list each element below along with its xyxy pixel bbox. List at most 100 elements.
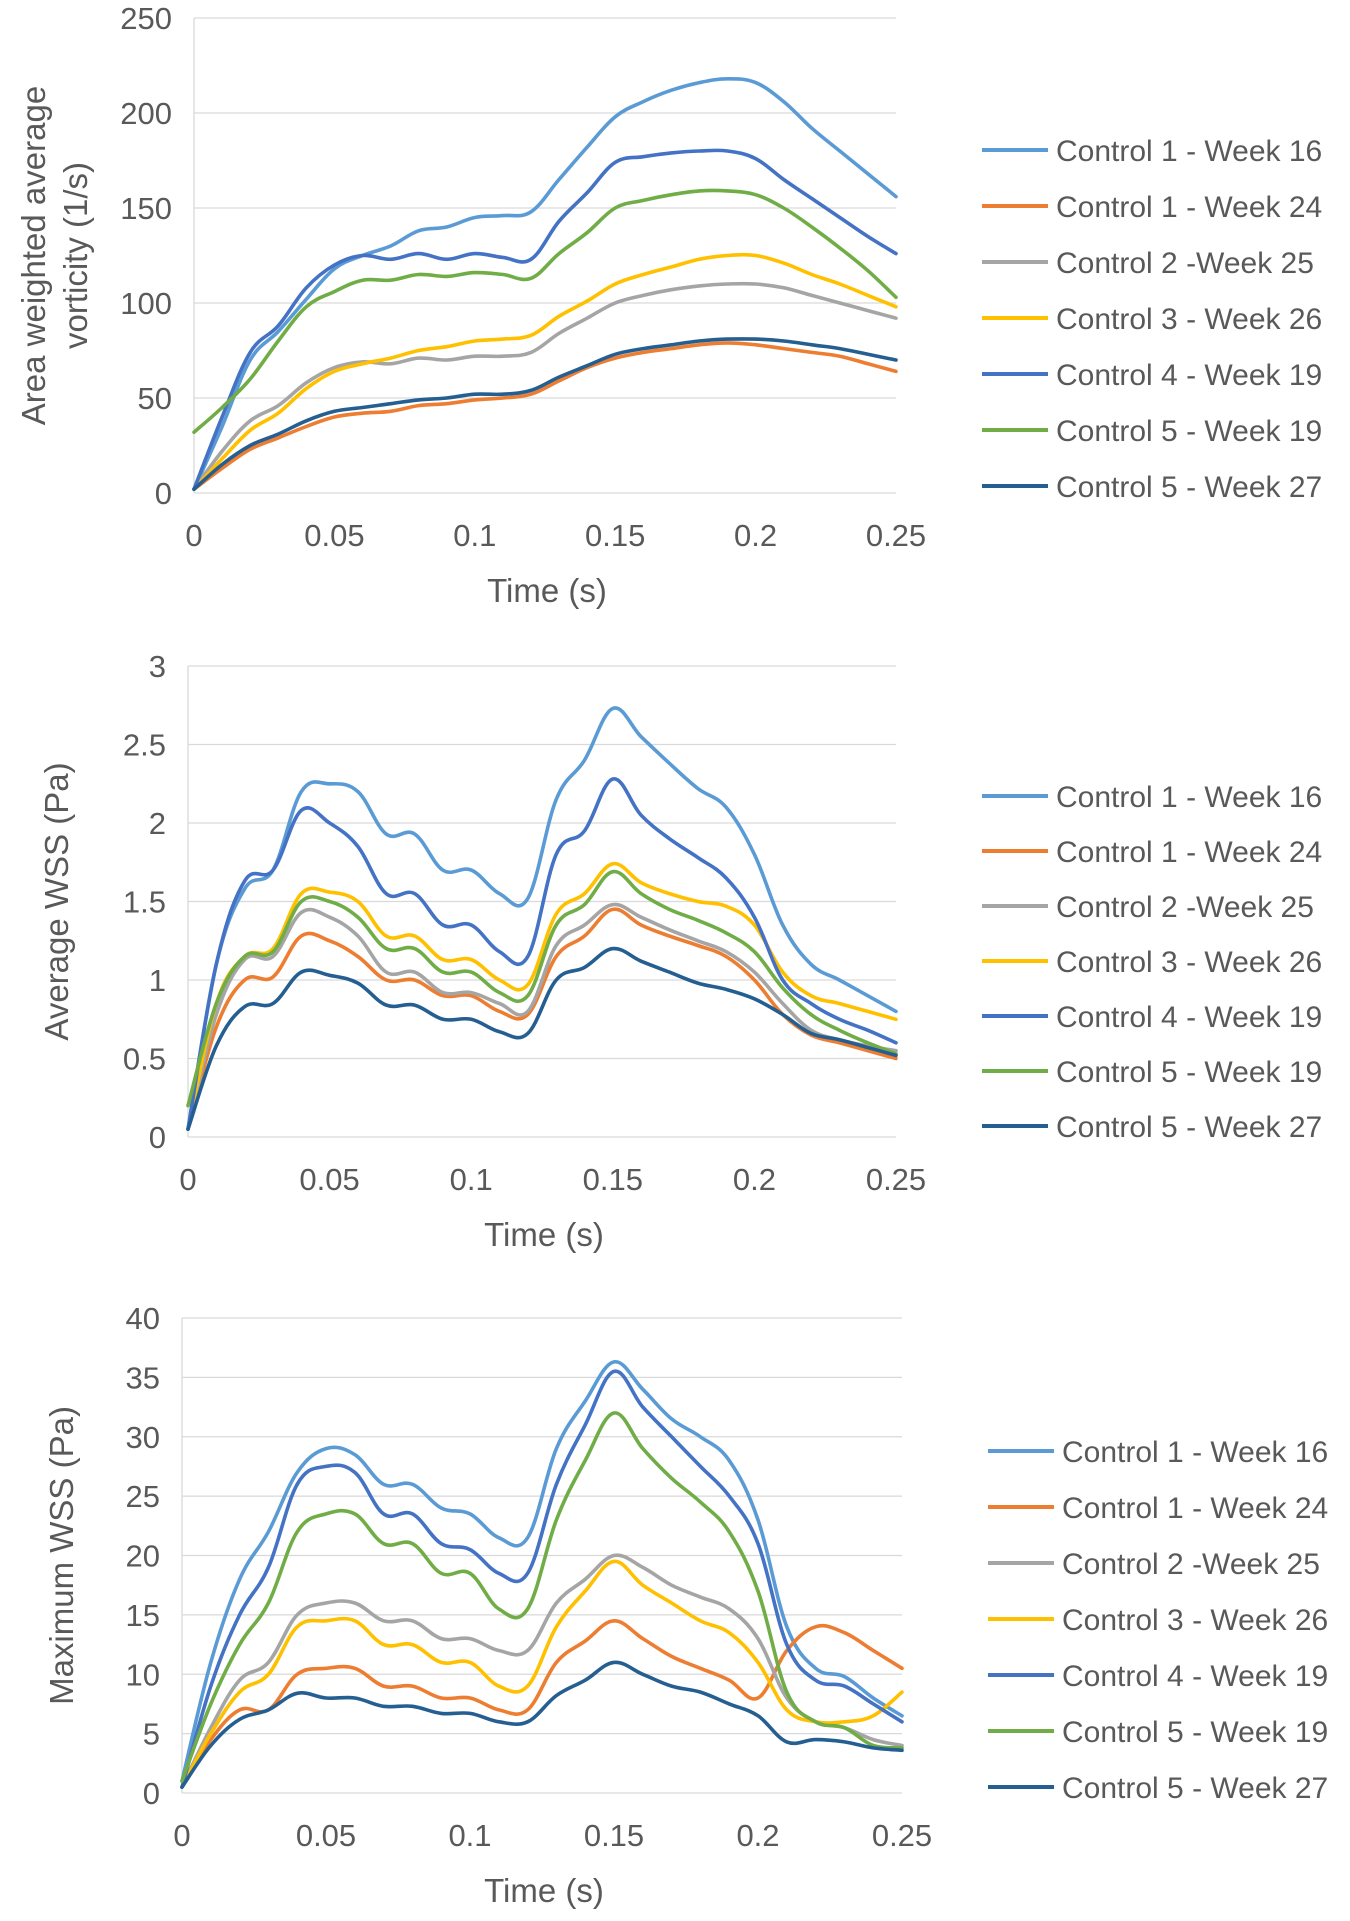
series-line-4: [192, 252, 898, 491]
y-tick-label: 30: [126, 1420, 160, 1455]
legend-label: Control 5 - Week 27: [1056, 1111, 1322, 1144]
legend-label: Control 3 - Week 26: [1056, 946, 1322, 979]
x-tick-label: 0.2: [734, 518, 777, 553]
series-line-3: [186, 902, 898, 1131]
series-line-6: [186, 869, 898, 1108]
y-tick-label: 1.5: [123, 885, 166, 920]
x-tick-label: 0.1: [448, 1818, 491, 1853]
x-axis-title: Time (s): [484, 1872, 604, 1909]
series-line-6: [180, 1411, 904, 1783]
x-tick-label: 0.1: [450, 1162, 493, 1197]
legend-label: Control 3 - Week 26: [1056, 303, 1322, 336]
series-line-7: [186, 946, 898, 1131]
y-axis-title-line: vorticity (1/s): [57, 162, 94, 349]
legend-label: Control 5 - Week 19: [1056, 1056, 1322, 1089]
chart-2: 0 0.5 1 1.5 2 2.5 3 0 0.05 0.1 0.15 0.2 0.25 Time (s)…: [38, 649, 1322, 1253]
y-tick-label: 2: [149, 806, 166, 841]
y-tick-label: 15: [126, 1598, 160, 1633]
x-tick-label: 0: [173, 1818, 190, 1853]
x-tick-label: 0.25: [866, 518, 926, 553]
legend: Control 1 - Week 16 Control 1 - Week 24 Co…: [982, 135, 1322, 504]
x-tick-label: 0.25: [866, 1162, 926, 1197]
series-line-1: [192, 76, 898, 491]
y-axis-title-line: Maximum WSS (Pa): [43, 1406, 80, 1705]
series-line-6: [192, 188, 898, 434]
x-tick-label: 0.15: [583, 1162, 643, 1197]
y-tick-label: 20: [126, 1539, 160, 1574]
y-tick-label: 0: [149, 1120, 166, 1155]
y-tick-label: 150: [120, 191, 172, 226]
y-tick-label: 10: [126, 1657, 160, 1692]
x-tick-label: 0: [185, 518, 202, 553]
x-tick-label: 0.25: [872, 1818, 932, 1853]
series-line-5: [192, 148, 898, 491]
series-line-2: [192, 341, 898, 491]
y-tick-label: 0: [155, 476, 172, 511]
legend-label: Control 1 - Week 24: [1062, 1492, 1328, 1525]
x-tick-label: 0.1: [453, 518, 496, 553]
legend-label: Control 1 - Week 16: [1062, 1436, 1328, 1469]
y-tick-label: 25: [126, 1479, 160, 1514]
legend-label: Control 5 - Week 27: [1056, 471, 1322, 504]
legend-label: Control 5 - Week 19: [1062, 1716, 1328, 1749]
series-line-4: [180, 1559, 904, 1789]
y-tick-label: 1: [149, 963, 166, 998]
x-tick-label: 0: [179, 1162, 196, 1197]
x-axis-title: Time (s): [487, 572, 607, 609]
legend-label: Control 5 - Week 19: [1056, 415, 1322, 448]
legend-label: Control 3 - Week 26: [1062, 1604, 1328, 1637]
y-axis-title: Area weighted average vorticity (1/s): [15, 86, 94, 425]
y-axis-title: Maximum WSS (Pa): [43, 1406, 80, 1705]
series-line-4: [186, 861, 898, 1131]
y-axis-title: Average WSS (Pa): [38, 762, 75, 1040]
series-line-7: [180, 1660, 904, 1789]
series-line-3: [192, 281, 898, 491]
legend-label: Control 1 - Week 24: [1056, 836, 1322, 869]
x-tick-label: 0.15: [585, 518, 645, 553]
legend: Control 1 - Week 16 Control 1 - Week 24 Co…: [988, 1436, 1328, 1805]
x-axis-title: Time (s): [484, 1216, 604, 1253]
legend-label: Control 1 - Week 16: [1056, 781, 1322, 814]
legend-label: Control 4 - Week 19: [1056, 1001, 1322, 1034]
series-line-5: [180, 1369, 904, 1789]
series-line-1: [186, 706, 898, 1131]
legend: Control 1 - Week 16 Control 1 - Week 24 Co…: [982, 781, 1322, 1144]
y-tick-label: 100: [120, 286, 172, 321]
y-tick-label: 35: [126, 1360, 160, 1395]
x-tick-label: 0.05: [299, 1162, 359, 1197]
y-tick-label: 200: [120, 96, 172, 131]
x-tick-label: 0.15: [584, 1818, 644, 1853]
series-line-2: [186, 907, 898, 1131]
series-line-1: [180, 1360, 904, 1783]
series-line-2: [180, 1619, 904, 1789]
legend-label: Control 2 -Week 25: [1056, 247, 1314, 280]
legend-label: Control 4 - Week 19: [1056, 359, 1322, 392]
y-tick-label: 0: [143, 1776, 160, 1811]
y-tick-label: 50: [138, 381, 172, 416]
series-line-5: [186, 777, 898, 1131]
x-tick-label: 0.05: [304, 518, 364, 553]
legend-label: Control 5 - Week 27: [1062, 1772, 1328, 1805]
x-tick-label: 0.2: [733, 1162, 776, 1197]
y-tick-label: 3: [149, 649, 166, 684]
y-axis-title-line: Average WSS (Pa): [38, 762, 75, 1040]
x-tick-label: 0.2: [736, 1818, 779, 1853]
y-tick-label: 40: [126, 1301, 160, 1336]
y-tick-label: 0.5: [123, 1042, 166, 1077]
legend-label: Control 4 - Week 19: [1062, 1660, 1328, 1693]
y-tick-label: 5: [143, 1717, 160, 1752]
y-tick-label: 2.5: [123, 728, 166, 763]
series-line-7: [192, 337, 898, 491]
legend-label: Control 2 -Week 25: [1056, 891, 1314, 924]
legend-label: Control 1 - Week 16: [1056, 135, 1322, 168]
legend-label: Control 1 - Week 24: [1056, 191, 1322, 224]
x-tick-label: 0.05: [296, 1818, 356, 1853]
legend-label: Control 2 -Week 25: [1062, 1548, 1320, 1581]
series-line-3: [180, 1553, 904, 1789]
chart-1: 0 50 100 150 200 250 0 0.05 0.1 0.15 0.2 0.25 Time (…: [15, 1, 1322, 609]
y-tick-label: 250: [120, 1, 172, 36]
y-axis-title-line: Area weighted average: [15, 86, 52, 425]
chart-3: 0 5 10 15 20 25 30 35 40 0 0.05 0.1 0.15 0.2 0.25 Time …: [43, 1301, 1328, 1909]
